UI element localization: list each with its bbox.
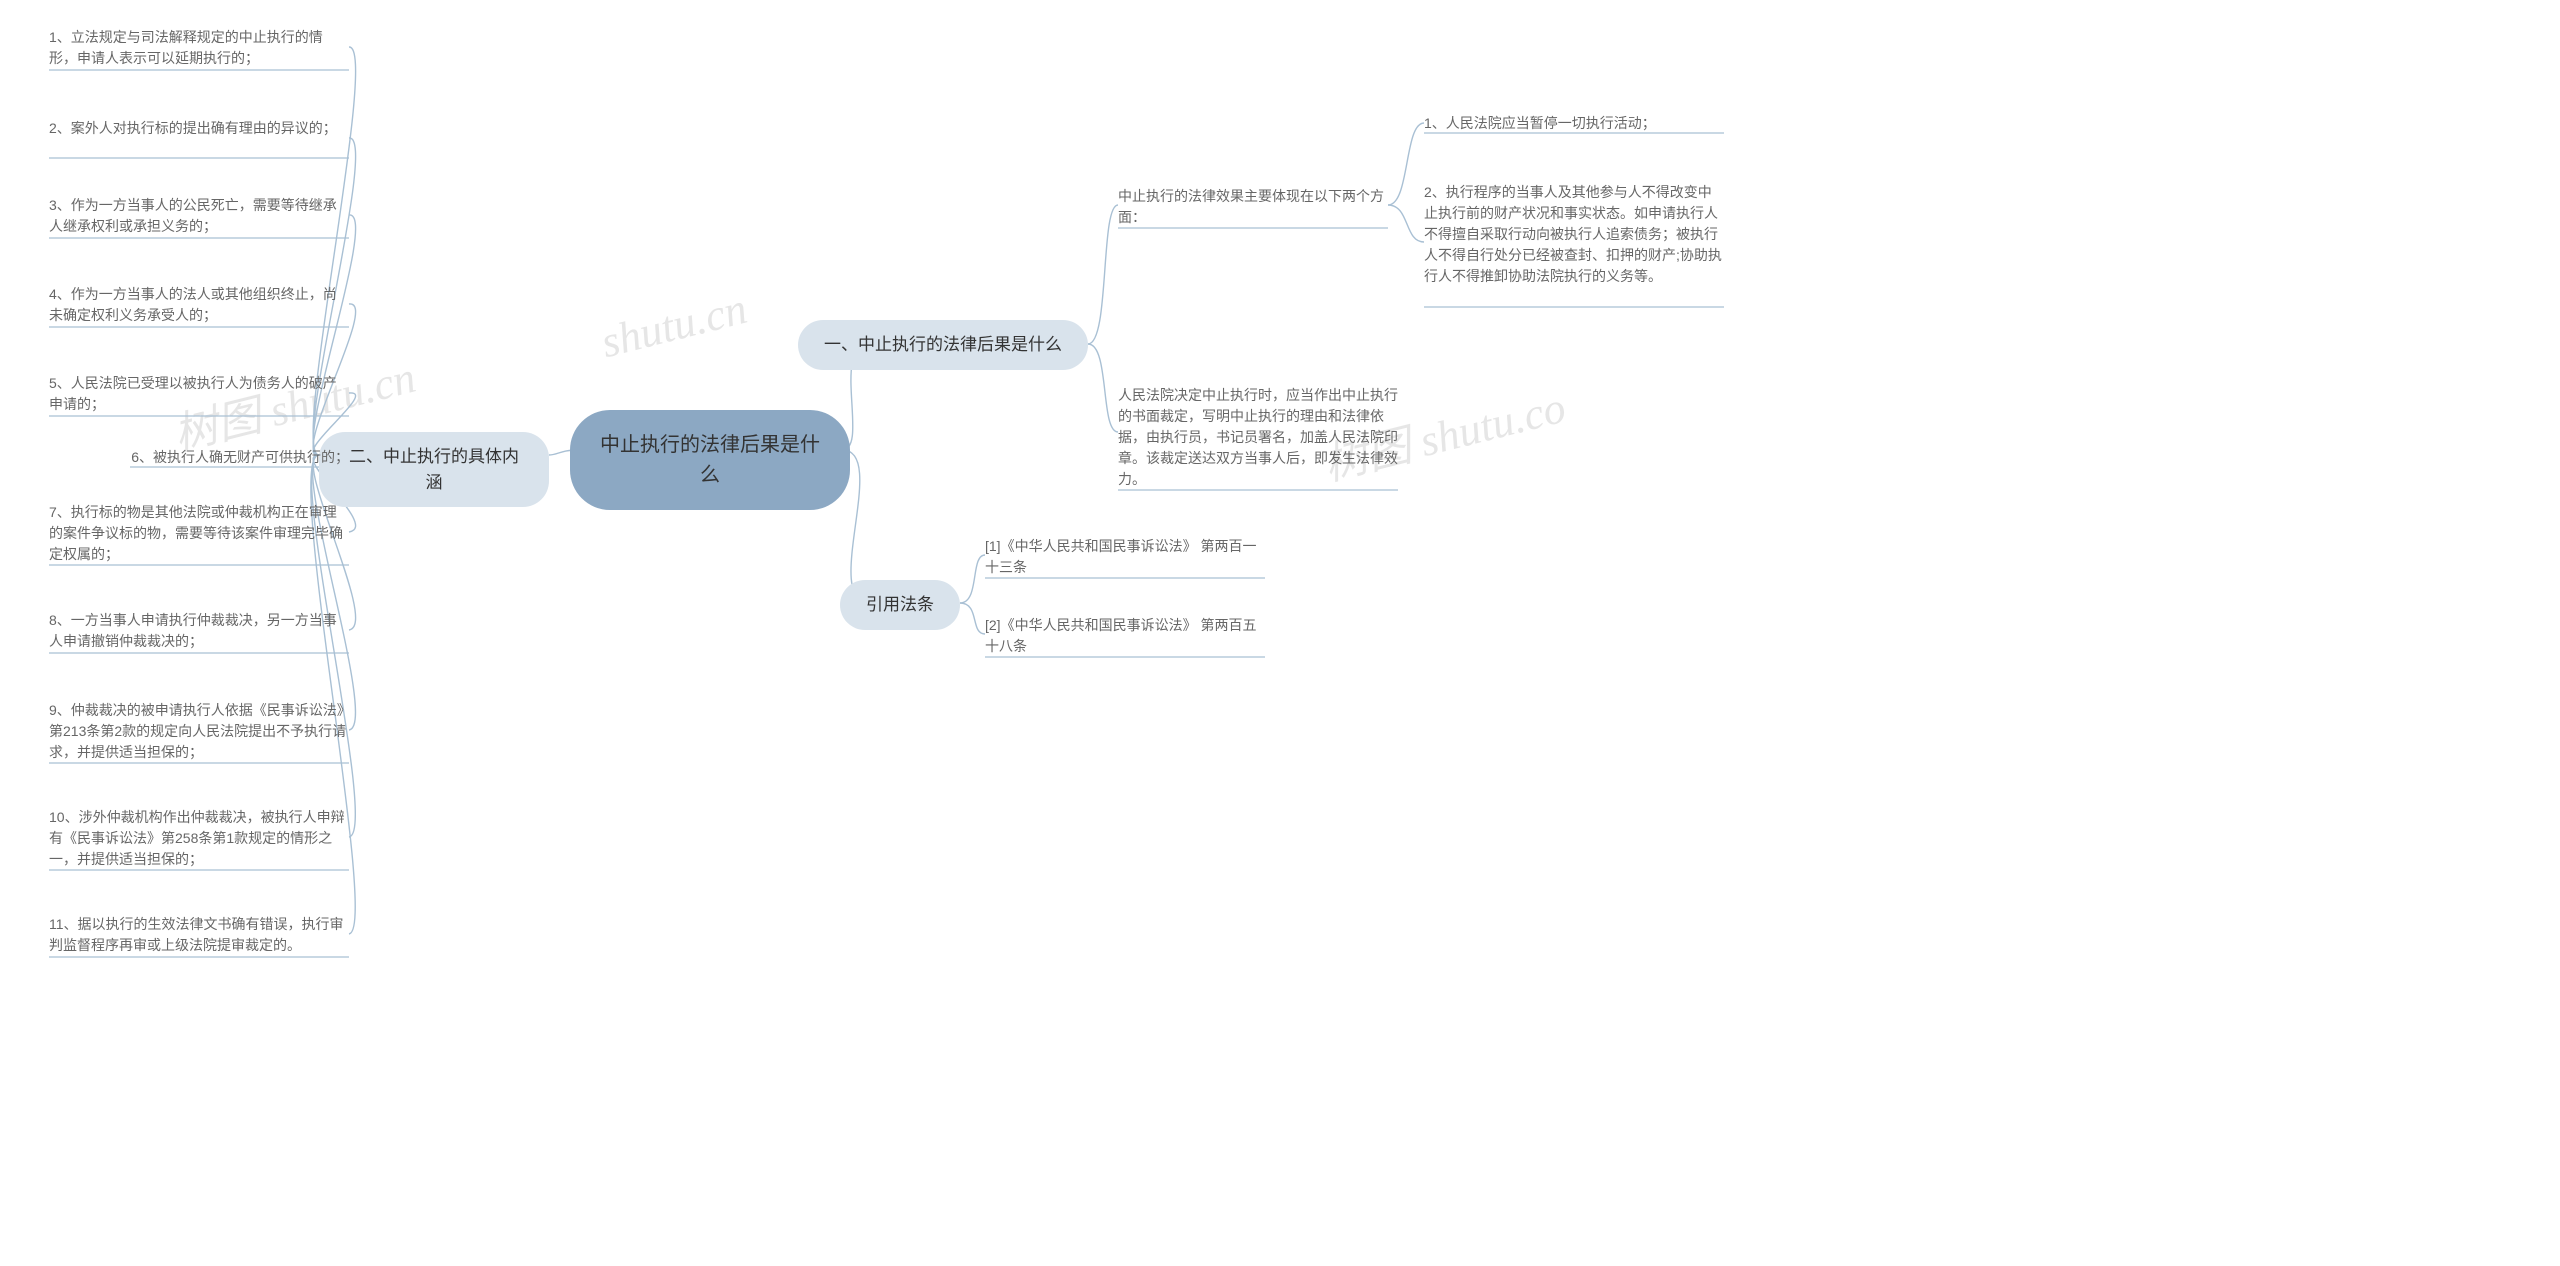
right-leaf-deep: 1、人民法院应当暂停一切执行活动； — [1424, 113, 1724, 134]
branch-right-1-label: 一、中止执行的法律后果是什么 — [824, 335, 1062, 354]
left-leaf: 4、作为一方当事人的法人或其他组织终止，尚未确定权利义务承受人的； — [49, 284, 349, 326]
branch-right-2-label: 引用法条 — [866, 595, 934, 614]
right-leaf-deep: 2、执行程序的当事人及其他参与人不得改变中止执行前的财产状况和事实状态。如申请执… — [1424, 182, 1724, 287]
watermark: shutu.cn — [596, 283, 752, 368]
branch-right-1: 一、中止执行的法律后果是什么 — [798, 320, 1088, 370]
branch-left-label: 二、中止执行的具体内涵 — [349, 447, 519, 492]
left-leaf: 1、立法规定与司法解释规定的中止执行的情形，申请人表示可以延期执行的； — [49, 27, 349, 69]
mindmap-root: 中止执行的法律后果是什么 — [570, 410, 850, 510]
branch-left: 二、中止执行的具体内涵 — [319, 432, 549, 507]
right-leaf: 人民法院决定中止执行时，应当作出中止执行的书面裁定，写明中止执行的理由和法律依据… — [1118, 385, 1398, 490]
branch-right-2: 引用法条 — [840, 580, 960, 630]
left-leaf: 3、作为一方当事人的公民死亡，需要等待继承人继承权利或承担义务的； — [49, 195, 349, 237]
left-leaf: 9、仲裁裁决的被申请执行人依据《民事诉讼法》第213条第2款的规定向人民法院提出… — [49, 700, 349, 763]
left-leaf: 8、一方当事人申请执行仲裁裁决，另一方当事人申请撤销仲裁裁决的； — [49, 610, 349, 652]
left-leaf: 7、执行标的物是其他法院或仲裁机构正在审理的案件争议标的物，需要等待该案件审理完… — [49, 502, 349, 565]
root-label: 中止执行的法律后果是什么 — [600, 434, 820, 486]
left-leaf: 2、案外人对执行标的提出确有理由的异议的； — [49, 118, 349, 139]
citation-leaf: [2]《中华人民共和国民事诉讼法》 第两百五十八条 — [985, 615, 1265, 657]
right-leaf: 中止执行的法律效果主要体现在以下两个方面： — [1118, 186, 1388, 228]
left-leaf: 11、据以执行的生效法律文书确有错误，执行审判监督程序再审或上级法院提审裁定的。 — [49, 914, 349, 956]
left-leaf: 6、被执行人确无财产可供执行的； — [130, 447, 349, 468]
left-leaf: 10、涉外仲裁机构作出仲裁裁决，被执行人申辩有《民事诉讼法》第258条第1款规定… — [49, 807, 349, 870]
citation-leaf: [1]《中华人民共和国民事诉讼法》 第两百一十三条 — [985, 536, 1265, 578]
left-leaf: 5、人民法院已受理以被执行人为债务人的破产申请的； — [49, 373, 349, 415]
